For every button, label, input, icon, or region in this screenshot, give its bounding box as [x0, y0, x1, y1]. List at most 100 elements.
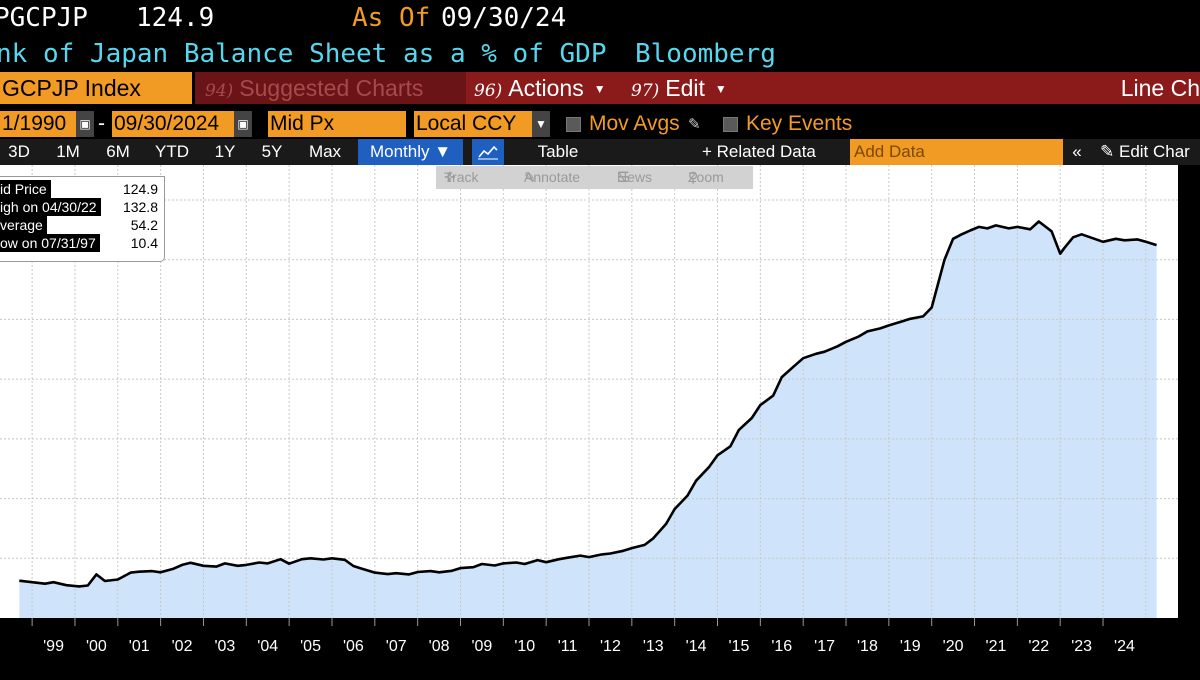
collapse-icon[interactable]: « — [1072, 142, 1082, 161]
zoom-label: Zoom — [688, 169, 724, 185]
data-source: Bloomberg — [635, 39, 776, 69]
track-label: Track — [444, 169, 479, 185]
chevron-down-icon[interactable]: ▼ — [532, 111, 550, 137]
frequency-label: Monthly — [369, 142, 430, 161]
range-1m-button[interactable]: 1M — [56, 142, 80, 161]
x-tick-label: '19 — [900, 638, 921, 655]
key-events-checkbox[interactable] — [723, 117, 738, 132]
currency-select[interactable]: Local CCY — [414, 111, 532, 137]
actions-menu[interactable]: 96) Actions ▼ — [466, 72, 627, 104]
start-date-value: 1/1990 — [2, 112, 67, 135]
suggested-label: Suggested Charts — [239, 75, 424, 101]
x-tick-label: '16 — [771, 638, 792, 655]
x-tick-label: '14 — [686, 638, 707, 655]
related-data-button[interactable]: + Related Data — [702, 142, 816, 161]
price-field-value: Mid Px — [270, 112, 335, 135]
x-tick-label: '07 — [386, 638, 407, 655]
key-events-label: Key Events — [746, 112, 853, 135]
calendar-icon[interactable]: ▣ — [76, 111, 94, 137]
table-button[interactable]: Table — [537, 142, 579, 161]
ticker-symbol[interactable]: PGCPJP — [0, 3, 88, 33]
chart-type-menu[interactable]: Line Ch — [741, 72, 1200, 104]
range-6m-button[interactable]: 6M — [106, 142, 130, 161]
x-axis-band — [0, 618, 1200, 675]
function-menu-bar: GCPJP Index 94) Suggested Charts 96) Actio… — [0, 72, 1200, 104]
x-tick-label: '12 — [600, 638, 621, 655]
last-value: 124.9 — [136, 3, 215, 33]
actions-number: 96) — [474, 81, 503, 101]
x-tick-label: '24 — [1114, 638, 1135, 655]
add-data-input[interactable]: Add Data — [850, 139, 1063, 165]
legend-label: id Price — [0, 180, 51, 198]
edit-menu[interactable]: 97) Edit ▼ — [623, 72, 745, 104]
pencil-icon[interactable]: ✎ — [688, 116, 701, 133]
legend-row: igh on 04/30/22 132.8 — [0, 198, 164, 216]
security-description-bar: nk of Japan Balance Sheet as a % of GDP … — [0, 38, 1200, 72]
legend-value: 132.8 — [122, 199, 158, 215]
x-tick-label: '20 — [943, 638, 964, 655]
security-field[interactable]: GCPJP Index — [0, 72, 192, 104]
mov-avgs-checkbox[interactable] — [566, 117, 581, 132]
chart-area[interactable]: '99 '00 '01 '02 '03 '04 '05 '06 '07 '08 '09 '10 '11 '… — [0, 165, 1200, 675]
x-tick-label: '10 — [514, 638, 535, 655]
legend-label: igh on 04/30/22 — [0, 198, 101, 216]
legend-label: verage — [0, 216, 47, 234]
legend-label: ow on 07/31/97 — [0, 234, 100, 252]
edit-chart-label: Edit Char — [1118, 142, 1190, 161]
range-max-button[interactable]: Max — [308, 142, 342, 161]
x-tick-label: '06 — [343, 638, 364, 655]
date-separator: - — [98, 112, 105, 135]
as-of-date: 09/30/24 — [441, 3, 567, 33]
pencil-icon: ✎ — [524, 169, 536, 185]
legend-row: id Price 124.9 — [0, 180, 164, 198]
start-date-input[interactable]: 1/1990 — [0, 111, 78, 137]
x-tick-label: '21 — [986, 638, 1007, 655]
security-label: GCPJP Index — [2, 75, 141, 101]
crosshair-icon: ✛ — [444, 169, 456, 185]
edit-label: Edit — [665, 75, 705, 101]
x-tick-label: '11 — [558, 638, 578, 655]
range-ytd-button[interactable]: YTD — [155, 142, 189, 161]
end-date-value: 09/30/2024 — [114, 112, 220, 135]
calendar-icon[interactable]: ▣ — [234, 111, 252, 137]
price-legend[interactable]: id Price 124.9 igh on 04/30/22 132.8 ver… — [0, 177, 164, 261]
news-icon: ☰ — [617, 169, 630, 185]
actions-label: Actions — [508, 75, 584, 101]
legend-row: ow on 07/31/97 10.4 — [0, 234, 164, 252]
range-1y-button[interactable]: 1Y — [214, 142, 236, 161]
x-tick-label: '00 — [86, 638, 107, 655]
chart-tools-popup: ✛ Track ✎ Annotate ☰ News ⚲ Zoom — [436, 166, 753, 189]
x-tick-label: '05 — [300, 638, 321, 655]
mov-avgs-label: Mov Avgs — [589, 112, 680, 135]
x-tick-label: '03 — [214, 638, 235, 655]
news-label: News — [617, 169, 653, 185]
x-tick-label: '18 — [857, 638, 878, 655]
range-5y-button[interactable]: 5Y — [261, 142, 283, 161]
price-field-select[interactable]: Mid Px — [268, 111, 406, 137]
line-chart-icon[interactable] — [472, 139, 504, 165]
legend-value: 54.2 — [130, 217, 158, 233]
line-chart[interactable]: '99 '00 '01 '02 '03 '04 '05 '06 '07 '08 '09 '10 '11 '… — [0, 165, 1200, 675]
chevron-down-icon: ▼ — [714, 82, 727, 96]
legend-value: 124.9 — [122, 181, 158, 197]
end-date-input[interactable]: 09/30/2024 — [112, 111, 236, 137]
area-fill — [19, 221, 1157, 618]
legend-value: 10.4 — [130, 235, 158, 251]
edit-chart-button[interactable]: ✎ Edit Char — [1100, 139, 1200, 165]
edit-number: 97) — [631, 81, 660, 101]
magnifier-icon: ⚲ — [688, 169, 699, 185]
frequency-dropdown[interactable]: Monthly ▼ — [358, 139, 463, 165]
as-of-label: As Of — [352, 3, 431, 33]
suggested-charts-button[interactable]: 94) Suggested Charts — [195, 72, 472, 104]
x-tick-label: '17 — [814, 638, 835, 655]
range-3d-button[interactable]: 3D — [8, 142, 30, 161]
x-tick-label: '22 — [1028, 638, 1049, 655]
x-tick-label: '23 — [1071, 638, 1092, 655]
suggested-number: 94) — [205, 81, 234, 101]
x-tick-label: '02 — [172, 638, 193, 655]
range-toolbar: 3D 1M 6M YTD 1Y 5Y Max Monthly ▼ Table +… — [0, 139, 1200, 165]
pencil-icon: ✎ — [1100, 142, 1115, 161]
currency-value: Local CCY — [416, 112, 517, 135]
chart-options-row: 1/1990 ▣ - 09/30/2024 ▣ Mid Px Local CCY… — [0, 109, 1200, 139]
x-tick-label: '15 — [728, 638, 749, 655]
